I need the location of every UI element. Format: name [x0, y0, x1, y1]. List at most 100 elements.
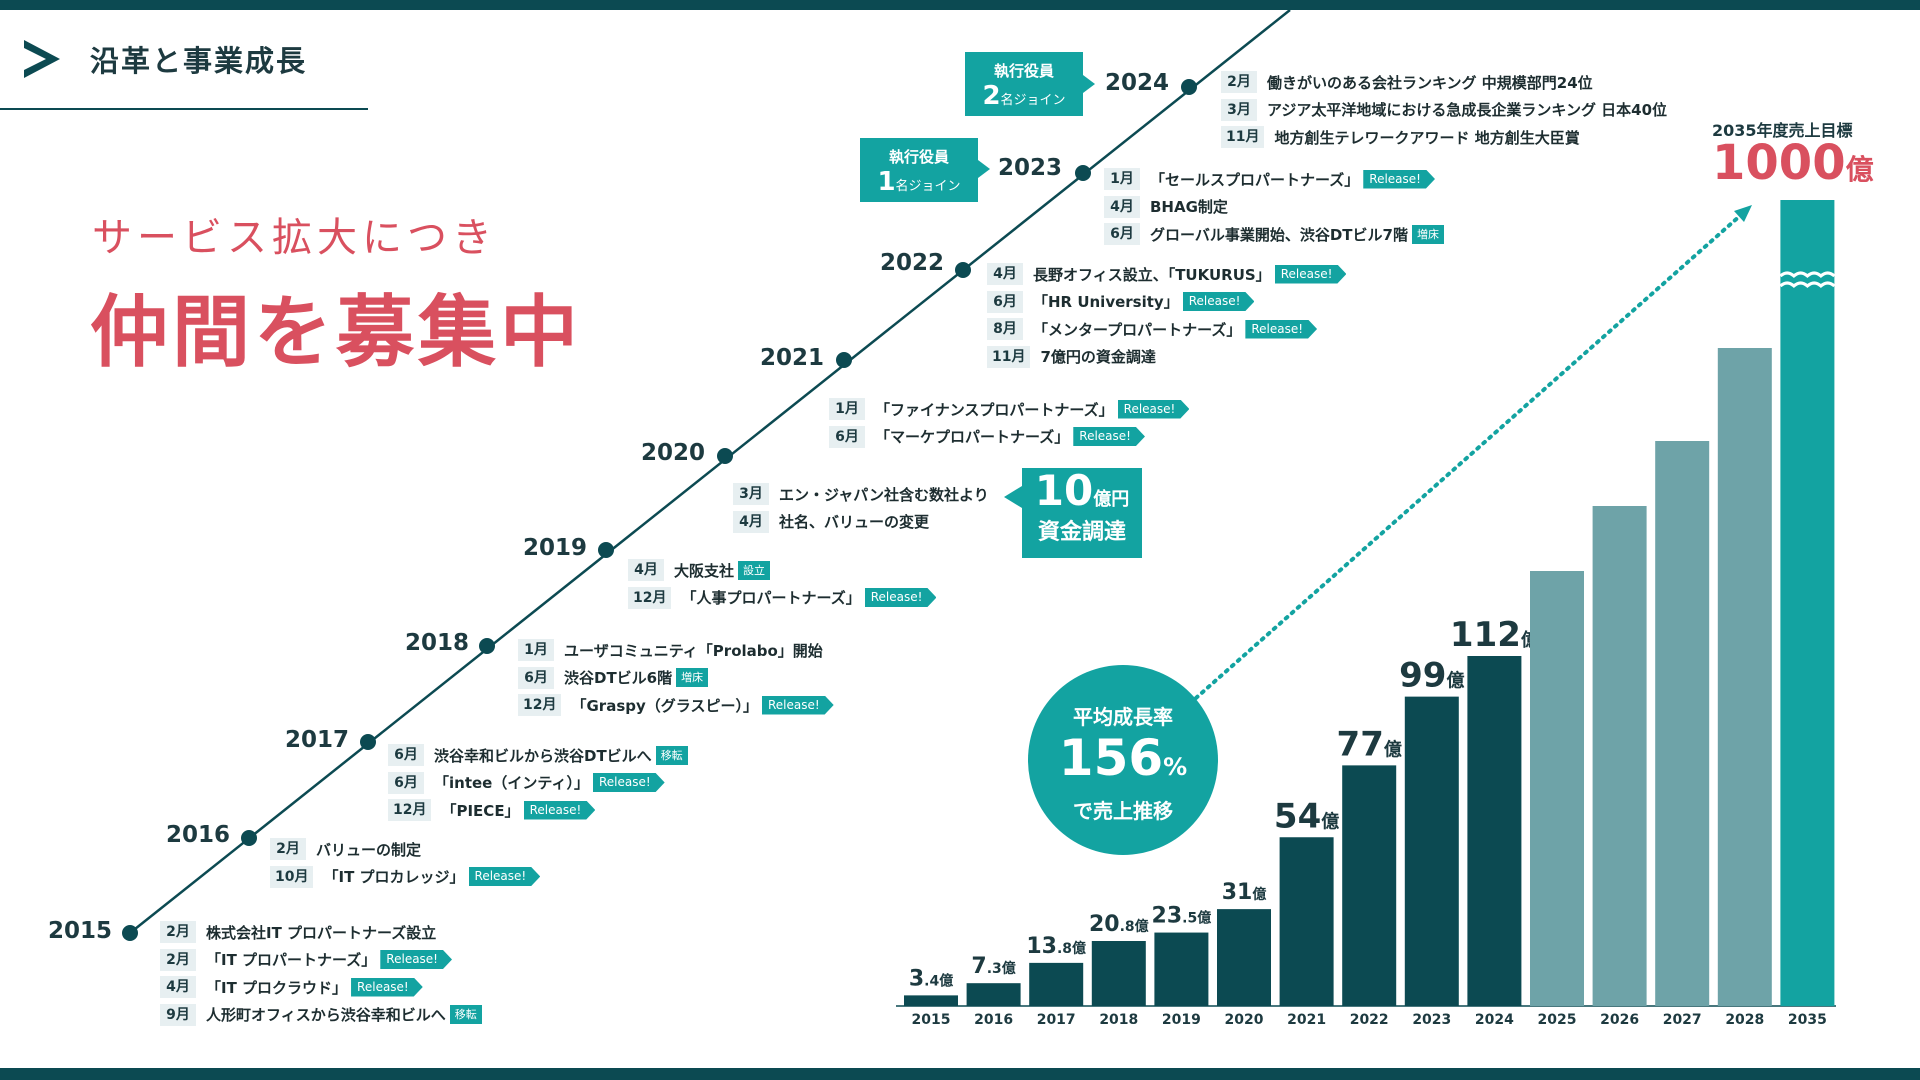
growth-rate-badge: 平均成長率 156% で売上推移	[1028, 665, 1218, 855]
bar-2023	[1404, 696, 1459, 1006]
data-label: 31億	[1222, 880, 1267, 905]
x-tick-label: 2025	[1538, 1012, 1577, 1028]
x-tick-label: 2018	[1099, 1012, 1138, 1028]
bar-2020	[1217, 909, 1271, 1006]
event-tag: 増床	[676, 668, 709, 687]
timeline-event: 4月 BHAG制定	[1104, 195, 1228, 219]
bar-2028	[1717, 348, 1772, 1006]
x-tick-label: 2015	[912, 1012, 951, 1028]
timeline-event: 8月 「メンタープロパートナーズ」 Release!	[987, 317, 1317, 341]
timeline-event: 2月 「IT プロパートナーズ」 Release!	[160, 948, 452, 972]
event-month: 11月	[1221, 126, 1265, 148]
data-label: 99億	[1399, 656, 1464, 696]
x-tick-label: 2035	[1788, 1012, 1827, 1028]
event-month: 12月	[518, 694, 562, 716]
target-unit: 億	[1845, 153, 1874, 186]
event-month: 2月	[270, 838, 306, 860]
timeline-year: 2015	[48, 918, 113, 944]
timeline-event: 1月 「ファイナンスプロパートナーズ」 Release!	[829, 397, 1189, 421]
growth-arrow-line	[1194, 212, 1744, 700]
timeline-event: 11月 7億円の資金調達	[987, 345, 1156, 369]
timeline-dot	[122, 925, 138, 941]
event-tag: Release!	[1363, 170, 1435, 189]
x-tick-label: 2028	[1725, 1012, 1764, 1028]
timeline-event: 6月 グローバル事業開始、渋谷DTビル7階 増床	[1104, 222, 1444, 246]
event-text: ユーザコミュニティ「Prolabo」開始	[564, 641, 823, 660]
exec-title: 執行役員	[993, 62, 1054, 80]
data-label: 7.3億	[971, 954, 1015, 979]
growth-value: 156	[1058, 729, 1164, 787]
axis-break-wave	[1779, 281, 1836, 289]
timeline-dot	[955, 262, 971, 278]
event-tag: Release!	[1118, 400, 1190, 419]
event-text: 「マーケプロパートナーズ」	[875, 428, 1070, 446]
bottom-border	[0, 1068, 1920, 1080]
timeline-year: 2021	[760, 345, 825, 371]
event-text: 「人事プロパートナーズ」	[681, 589, 861, 607]
event-text: 株式会社IT プロパートナーズ設立	[206, 923, 437, 942]
timeline-dot	[1075, 165, 1091, 181]
event-text: 働きがいのある会社ランキング 中規模部門24位	[1267, 73, 1593, 92]
growth-label-2: で売上推移	[1073, 799, 1173, 823]
timeline-event: 2月 バリューの制定	[270, 837, 421, 861]
exec-callout-2023: 執行役員 1名ジョイン	[860, 138, 978, 202]
exec-title: 執行役員	[888, 148, 949, 166]
timeline-event: 6月 「intee（インティ）」 Release!	[388, 771, 665, 795]
event-text: 地方創生テレワークアワード 地方創生大臣賞	[1274, 128, 1580, 147]
timeline-year: 2022	[880, 250, 945, 276]
event-text: 「ファイナンスプロパートナーズ」	[875, 400, 1114, 419]
timeline-dot	[479, 638, 495, 654]
event-text: BHAG制定	[1150, 198, 1228, 216]
timeline-event: 11月 地方創生テレワークアワード 地方創生大臣賞	[1221, 125, 1580, 149]
event-text: 人形町オフィスから渋谷幸和ビルへ	[206, 1006, 446, 1024]
event-month: 2月	[160, 921, 196, 943]
bar-2018	[1091, 941, 1146, 1006]
recruit-subtitle: サービス拡大につき	[92, 215, 497, 261]
event-month: 1月	[829, 398, 865, 420]
data-label: 20.8億	[1089, 912, 1149, 937]
event-text: 渋谷幸和ビルから渋谷DTビルへ	[434, 746, 652, 765]
funding-number: 10	[1034, 466, 1094, 515]
timeline-event: 4月 長野オフィス設立、「TUKURUS」 Release!	[987, 262, 1346, 286]
bar-2019	[1154, 932, 1209, 1006]
event-text: 大阪支社	[674, 561, 735, 580]
timeline-year: 2024	[1105, 70, 1170, 96]
growth-arrow-head	[1734, 205, 1752, 222]
event-tag: Release!	[351, 978, 423, 997]
exec-number: 2	[982, 81, 1001, 111]
event-text: 社名、バリューの変更	[779, 513, 930, 531]
event-tag: Release!	[1183, 292, 1255, 311]
timeline-year: 2019	[523, 535, 588, 561]
event-month: 12月	[388, 799, 432, 821]
timeline-event: 1月 「セールスプロパートナーズ」 Release!	[1104, 167, 1435, 191]
event-text: 「IT プロクラウド」	[206, 978, 348, 997]
timeline-event: 2月 株式会社IT プロパートナーズ設立	[160, 920, 436, 944]
event-month: 6月	[987, 290, 1023, 313]
timeline-dot	[717, 448, 733, 464]
event-month: 1月	[518, 639, 554, 661]
event-tag: Release!	[762, 696, 834, 715]
timeline-event: 6月 「HR University」 Release!	[987, 290, 1254, 314]
event-text: 「IT プロパートナーズ」	[206, 951, 377, 969]
target-value: 1000	[1712, 135, 1846, 191]
event-month: 2月	[160, 948, 196, 971]
event-month: 6月	[518, 666, 554, 689]
event-tag: Release!	[1245, 320, 1317, 339]
event-text: 「PIECE」	[441, 801, 520, 820]
event-tag: Release!	[865, 588, 937, 607]
event-month: 4月	[160, 976, 196, 998]
timeline-event: 12月 「Graspy（グラスピー）」 Release!	[518, 693, 834, 717]
data-label: 23.5億	[1152, 904, 1212, 929]
event-text: 「セールスプロパートナーズ」	[1150, 170, 1360, 189]
timeline-dot	[836, 352, 852, 368]
event-text: バリューの制定	[316, 840, 422, 859]
event-tag: Release!	[524, 801, 596, 820]
x-tick-label: 2017	[1037, 1012, 1076, 1028]
recruit-title: 仲間を募集中	[90, 287, 583, 378]
event-month: 2月	[1221, 71, 1257, 93]
timeline-event: 4月 「IT プロクラウド」 Release!	[160, 975, 423, 999]
exec-arrow-2024	[1083, 75, 1095, 93]
event-month: 4月	[987, 263, 1023, 285]
